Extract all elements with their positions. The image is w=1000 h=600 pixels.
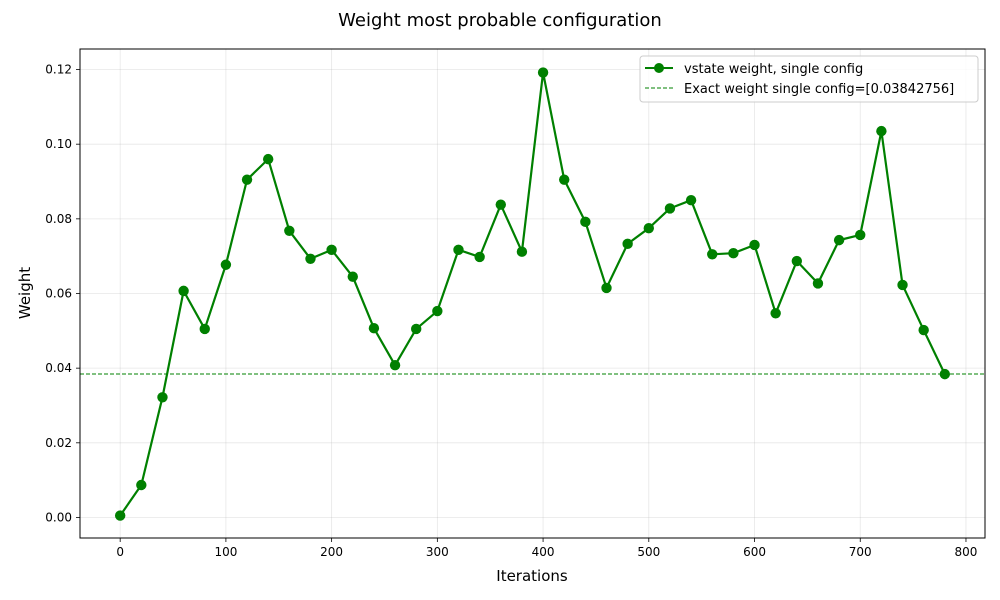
data-point [389, 359, 401, 371]
y-tick-label: 0.10 [45, 137, 72, 151]
data-point [918, 324, 929, 336]
data-point [749, 239, 760, 251]
x-tick-label: 200 [320, 545, 343, 559]
data-point [199, 323, 210, 335]
x-axis-ticks: 0 100 200 300 400 500 600 700 800 [116, 538, 977, 559]
y-tick-label: 0.04 [45, 361, 72, 375]
data-point [411, 323, 422, 335]
x-tick-label: 500 [637, 545, 660, 559]
data-point [791, 255, 803, 267]
data-point [516, 246, 528, 257]
data-point [347, 271, 358, 282]
data-point [495, 199, 506, 210]
data-point [601, 282, 612, 294]
x-tick-label: 800 [955, 545, 978, 559]
data-point [939, 368, 951, 380]
data-point [559, 174, 570, 185]
legend-marker-vstate [654, 63, 664, 73]
legend-box [639, 55, 979, 103]
legend-label-vstate: vstate weight, single config [684, 62, 863, 77]
data-point [643, 222, 654, 234]
x-tick-label: 100 [214, 545, 237, 559]
y-axis-ticks: 0.00 0.02 0.04 0.06 0.08 0.10 0.12 [45, 63, 80, 524]
data-point [855, 229, 866, 241]
y-axis-label: Weight [16, 267, 34, 319]
y-tick-label: 0.00 [45, 510, 72, 524]
y-tick-label: 0.02 [45, 436, 72, 450]
x-tick-label: 600 [743, 545, 766, 559]
data-point [770, 308, 781, 319]
data-point [474, 251, 485, 263]
data-point [114, 510, 126, 521]
data-point [833, 234, 845, 246]
grid [80, 49, 985, 538]
data-point [241, 174, 253, 185]
series-layer [114, 67, 951, 521]
data-point [305, 253, 316, 264]
x-axis-label: Iterations [496, 567, 568, 585]
x-tick-label: 400 [532, 545, 555, 559]
data-point [136, 479, 147, 491]
x-tick-label: 300 [426, 545, 449, 559]
data-point [812, 278, 824, 289]
y-tick-label: 0.12 [45, 63, 72, 77]
data-point [876, 125, 887, 137]
data-point [220, 259, 232, 270]
data-point [368, 323, 380, 334]
data-point [453, 244, 464, 256]
vstate-weight-line [119, 71, 946, 517]
data-point [284, 225, 295, 236]
data-point [326, 244, 337, 256]
data-point [178, 285, 189, 297]
y-tick-label: 0.06 [45, 287, 72, 301]
data-point [685, 194, 697, 206]
data-point [537, 67, 549, 78]
y-tick-label: 0.08 [45, 212, 72, 226]
data-point [432, 305, 443, 317]
data-point [262, 153, 274, 165]
data-point [157, 392, 168, 403]
data-point [664, 203, 676, 214]
x-tick-label: 0 [116, 545, 124, 559]
legend: vstate weight, single config Exact weigh… [639, 55, 979, 103]
data-point [707, 249, 718, 260]
data-point [728, 247, 739, 259]
chart-title: Weight most probable configuration [338, 10, 662, 31]
data-point [897, 279, 908, 291]
data-point [580, 216, 591, 228]
data-point [622, 238, 633, 250]
legend-label-exact: Exact weight single config=[0.03842756] [684, 82, 954, 97]
x-tick-label: 700 [849, 545, 872, 559]
